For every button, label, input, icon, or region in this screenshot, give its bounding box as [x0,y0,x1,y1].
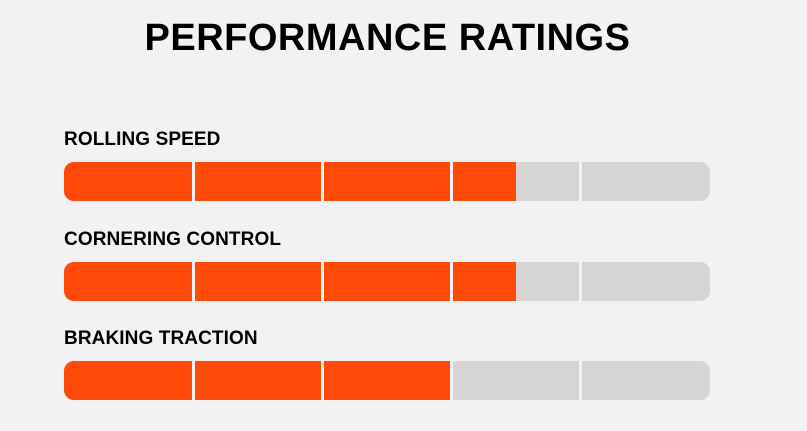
rating-bar-divider [191,162,195,201]
rating-bar-fill [64,361,452,400]
rating-bar-divider [579,162,583,201]
rating-bar-divider [320,361,324,400]
rating-rolling-speed: ROLLING SPEED [64,129,710,201]
rating-bar-divider [450,162,454,201]
rating-bar-divider [191,262,195,301]
rating-bar-divider [320,262,324,301]
rating-bar-divider [450,361,454,400]
rating-bar [64,262,710,301]
rating-bar-fill [64,162,517,201]
rating-bar-divider [191,361,195,400]
rating-bar-divider [320,162,324,201]
rating-braking-traction: BRAKING TRACTION [64,328,710,400]
page-title: PERFORMANCE RATINGS [144,17,631,59]
rating-label: ROLLING SPEED [64,129,221,150]
rating-label: CORNERING CONTROL [64,229,282,250]
rating-bar-divider [579,361,583,400]
rating-bar [64,361,710,400]
rating-bar-divider [579,262,583,301]
rating-cornering-control: CORNERING CONTROL [64,229,710,301]
rating-bar [64,162,710,201]
rating-label: BRAKING TRACTION [64,328,258,349]
rating-bar-divider [450,262,454,301]
rating-bar-fill [64,262,517,301]
